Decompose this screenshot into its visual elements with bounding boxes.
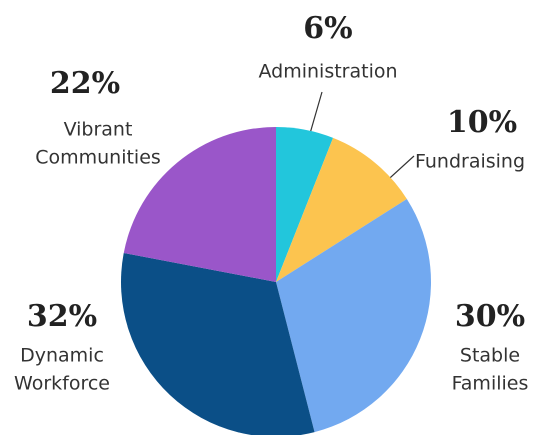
pie-slice (276, 198, 432, 433)
category-label: Fundraising (415, 151, 525, 173)
pie-slice (276, 137, 407, 282)
category-label: Families (452, 373, 529, 395)
pie-slice (123, 126, 276, 282)
value-label: 6% (303, 11, 352, 46)
value-label: 10% (447, 105, 517, 140)
pie-slice (121, 252, 315, 435)
category-label: Vibrant (64, 119, 133, 141)
value-label: 32% (27, 299, 97, 334)
category-label: Stable (460, 345, 520, 367)
value-label: 22% (50, 66, 120, 101)
category-label: Workforce (14, 373, 110, 395)
value-label: 30% (455, 299, 525, 334)
category-label: Communities (35, 147, 161, 169)
category-label: Dynamic (20, 345, 104, 367)
category-label: Administration (258, 61, 397, 83)
pie-slice (276, 127, 334, 282)
leader-line (308, 91, 323, 138)
